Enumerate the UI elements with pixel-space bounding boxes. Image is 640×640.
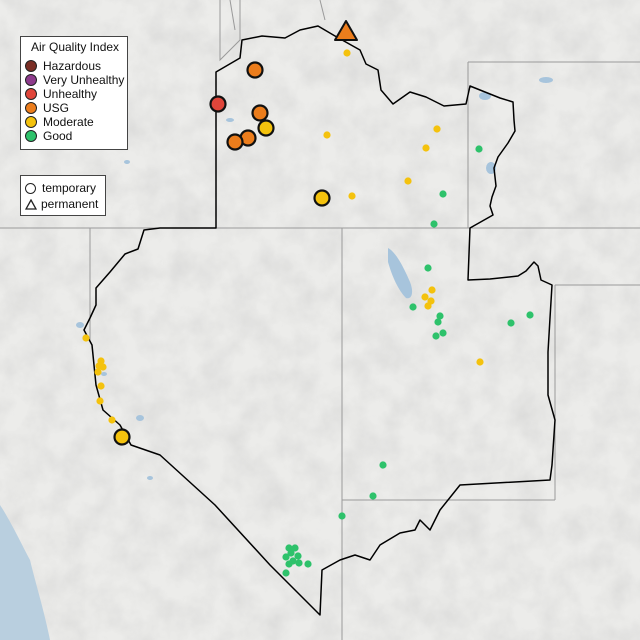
monitor-small[interactable] (424, 264, 432, 272)
monitor-small[interactable] (432, 332, 440, 340)
monitor-small[interactable] (428, 286, 436, 294)
monitor-small[interactable] (434, 318, 442, 326)
monitor-small[interactable] (422, 144, 430, 152)
legend-swatch (25, 74, 37, 86)
small-monitors (82, 49, 534, 577)
monitor-small[interactable] (424, 302, 432, 310)
legend-swatch (25, 88, 37, 100)
monitor-small[interactable] (507, 319, 515, 327)
legend-swatch (25, 130, 37, 142)
monitor-small[interactable] (343, 49, 351, 57)
monitor-small[interactable] (108, 416, 116, 424)
monitor-small[interactable] (304, 560, 312, 568)
legend-swatch (25, 102, 37, 114)
monitor-small[interactable] (97, 382, 105, 390)
legend-item-moderate: Moderate (25, 115, 94, 129)
monitor-small[interactable] (409, 303, 417, 311)
monitor-small[interactable] (96, 397, 104, 405)
aqi-legend: Air Quality Index Hazardous Very Unhealt… (20, 36, 128, 150)
monitor-small[interactable] (282, 553, 290, 561)
legend-item-good: Good (25, 129, 72, 143)
monitor-small[interactable] (291, 544, 299, 552)
monitor-small[interactable] (369, 492, 377, 500)
legend-label: Moderate (43, 115, 94, 129)
monitor-temporary-large[interactable] (246, 61, 264, 79)
monitor-small[interactable] (439, 190, 447, 198)
legend-swatch (25, 116, 37, 128)
monitor-small[interactable] (439, 329, 447, 337)
monitor-small[interactable] (348, 192, 356, 200)
legend-label: Unhealthy (43, 87, 98, 101)
monitor-permanent[interactable] (334, 20, 358, 41)
monitor-small[interactable] (323, 131, 331, 139)
legend-label: USG (43, 101, 70, 115)
ocean (0, 505, 50, 640)
legend-label: permanent (41, 197, 99, 211)
legend-item-unhealthy: Unhealthy (25, 87, 97, 101)
monitor-small[interactable] (433, 125, 441, 133)
legend-item-temporary: temporary (25, 181, 96, 195)
legend-item-usg: USG (25, 101, 69, 115)
monitor-small[interactable] (475, 145, 483, 153)
monitor-temporary-large[interactable] (226, 133, 244, 151)
monitor-small[interactable] (287, 549, 295, 557)
monitor-small[interactable] (379, 461, 387, 469)
monitor-small[interactable] (294, 552, 302, 560)
legend-item-permanent: permanent (25, 197, 98, 211)
legend-swatch (25, 60, 37, 72)
lakes (76, 77, 553, 480)
monitor-temporary-large[interactable] (209, 95, 227, 113)
monitor-small[interactable] (99, 363, 107, 371)
legend-label: temporary (42, 181, 97, 195)
monitor-small[interactable] (94, 368, 102, 376)
legend-title: Air Quality Index (31, 40, 120, 54)
monitor-temporary-large[interactable] (257, 119, 275, 137)
monitor-small[interactable] (421, 293, 429, 301)
monitor-small[interactable] (526, 311, 534, 319)
monitor-small[interactable] (295, 559, 303, 567)
monitor-small[interactable] (338, 512, 346, 520)
region-boundary (83, 25, 556, 616)
monitor-temporary-large[interactable] (251, 104, 269, 122)
monitor-small[interactable] (476, 358, 484, 366)
monitor-small[interactable] (285, 560, 293, 568)
triangle-icon (25, 198, 37, 210)
monitor-temporary-large[interactable] (313, 189, 331, 207)
monitor-type-legend: temporary permanent (20, 175, 106, 216)
legend-label: Very Unhealthy (43, 73, 125, 87)
monitor-small[interactable] (82, 334, 90, 342)
large-monitors (113, 61, 331, 446)
legend-label: Good (43, 129, 73, 143)
monitor-small[interactable] (282, 569, 290, 577)
monitor-small[interactable] (436, 312, 444, 320)
circle-icon (25, 182, 36, 194)
legend-item-very-unhealthy: Very Unhealthy (25, 73, 124, 87)
legend-label: Hazardous (43, 59, 102, 73)
monitor-small[interactable] (404, 177, 412, 185)
monitor-small[interactable] (430, 220, 438, 228)
monitor-temporary-large[interactable] (113, 428, 131, 446)
legend-item-hazardous: Hazardous (25, 59, 101, 73)
